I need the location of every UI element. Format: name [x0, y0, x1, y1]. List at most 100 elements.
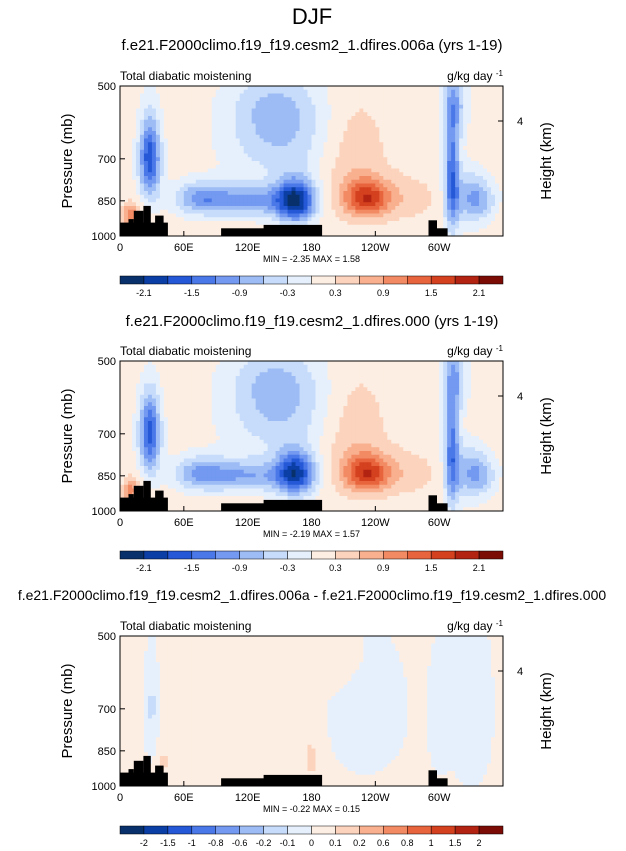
- heatmap-cell: [243, 202, 249, 207]
- heatmap-cell: [423, 112, 428, 117]
- heatmap-cell: [387, 209, 392, 214]
- heatmap-cell: [271, 142, 276, 147]
- heatmap-cell: [143, 146, 149, 151]
- heatmap-cell: [319, 191, 324, 196]
- heatmap-cell: [263, 112, 269, 117]
- heatmap-cell: [355, 161, 360, 166]
- heatmap-cell: [323, 206, 328, 211]
- heatmap-cell: [215, 176, 221, 181]
- heatmap-cell: [187, 391, 193, 396]
- heatmap-cell: [203, 97, 209, 102]
- heatmap-cell: [123, 183, 129, 188]
- heatmap-cell: [291, 153, 296, 158]
- heatmap-cell: [471, 209, 476, 214]
- heatmap-cell: [435, 138, 440, 143]
- heatmap-cell: [191, 198, 197, 203]
- heatmap-cell: [219, 387, 225, 392]
- heatmap-cell: [315, 168, 320, 173]
- heatmap-cell: [127, 368, 133, 373]
- heatmap-cell: [339, 93, 344, 98]
- heatmap-cell: [303, 221, 308, 226]
- heatmap-cell: [299, 187, 304, 192]
- heatmap-cell: [267, 191, 272, 196]
- heatmap-cell: [455, 391, 460, 396]
- heatmap-cell: [391, 161, 396, 166]
- heatmap-cell: [443, 217, 448, 222]
- heatmap-cell: [151, 206, 157, 211]
- heatmap-cell: [275, 149, 280, 154]
- heatmap-cell: [307, 383, 312, 388]
- heatmap-cell: [455, 379, 460, 384]
- heatmap-cell: [355, 383, 360, 388]
- heatmap-cell: [227, 89, 233, 94]
- heatmap-cell: [407, 138, 412, 143]
- heatmap-cell: [199, 202, 205, 207]
- heatmap-cell: [371, 228, 376, 233]
- heatmap-cell: [487, 93, 492, 98]
- heatmap-cell: [287, 157, 292, 162]
- heatmap-cell: [311, 146, 316, 151]
- heatmap-cell: [235, 368, 241, 373]
- heatmap-cell: [415, 368, 420, 373]
- colorbar-swatch: [119, 275, 145, 285]
- heatmap-cell: [343, 153, 348, 158]
- heatmap-cell: [431, 86, 436, 91]
- heatmap-cell: [343, 108, 348, 113]
- heatmap-cell: [371, 372, 376, 377]
- heatmap-cell: [195, 101, 201, 106]
- heatmap-cell: [123, 149, 129, 154]
- heatmap-cell: [367, 217, 372, 222]
- heatmap-cell: [163, 153, 169, 158]
- heatmap-cell: [147, 164, 153, 169]
- heatmap-cell: [379, 183, 384, 188]
- heatmap-cell: [291, 209, 296, 214]
- heatmap-cell: [175, 394, 181, 399]
- heatmap-cell: [159, 387, 165, 392]
- heatmap-cell: [351, 228, 356, 233]
- heatmap-cell: [475, 146, 480, 151]
- heatmap-cell: [219, 194, 225, 199]
- heatmap-cell: [183, 213, 189, 218]
- heatmap-cell: [120, 138, 125, 143]
- heatmap-cell: [319, 157, 324, 162]
- heatmap-cell: [463, 134, 468, 139]
- heatmap-cell: [387, 89, 392, 94]
- heatmap-cell: [431, 394, 436, 399]
- heatmap-cell: [443, 213, 448, 218]
- heatmap-cell: [263, 157, 269, 162]
- heatmap-cell: [303, 127, 308, 132]
- heatmap-cell: [391, 89, 396, 94]
- heatmap-cell: [311, 116, 316, 121]
- heatmap-cell: [363, 224, 368, 229]
- heatmap-cell: [275, 108, 280, 113]
- heatmap-cell: [415, 164, 420, 169]
- heatmap-cell: [159, 146, 165, 151]
- heatmap-cell: [327, 206, 332, 211]
- heatmap-cell: [275, 364, 280, 369]
- heatmap-cell: [383, 383, 388, 388]
- heatmap-cell: [335, 146, 340, 151]
- heatmap-cell: [291, 93, 296, 98]
- heatmap-cell: [459, 101, 464, 106]
- heatmap-cell: [411, 391, 416, 396]
- heatmap-cell: [323, 153, 328, 158]
- heatmap-cell: [331, 376, 336, 381]
- heatmap-cell: [319, 153, 324, 158]
- heatmap-cell: [291, 176, 296, 181]
- heatmap-cell: [203, 206, 209, 211]
- heatmap-cell: [303, 183, 308, 188]
- heatmap-cell: [195, 93, 201, 98]
- heatmap-cell: [463, 387, 468, 392]
- heatmap-cell: [391, 104, 396, 109]
- heatmap-cell: [287, 361, 292, 366]
- heatmap-cell: [363, 168, 368, 173]
- heatmap-cell: [243, 93, 249, 98]
- heatmap-cell: [235, 224, 241, 229]
- heatmap-cell: [207, 183, 213, 188]
- heatmap-cell: [295, 206, 300, 211]
- heatmap-cell: [275, 176, 280, 181]
- heatmap-cell: [443, 179, 448, 184]
- heatmap-cell: [419, 168, 424, 173]
- heatmap-cell: [435, 191, 440, 196]
- heatmap-cell: [427, 172, 432, 177]
